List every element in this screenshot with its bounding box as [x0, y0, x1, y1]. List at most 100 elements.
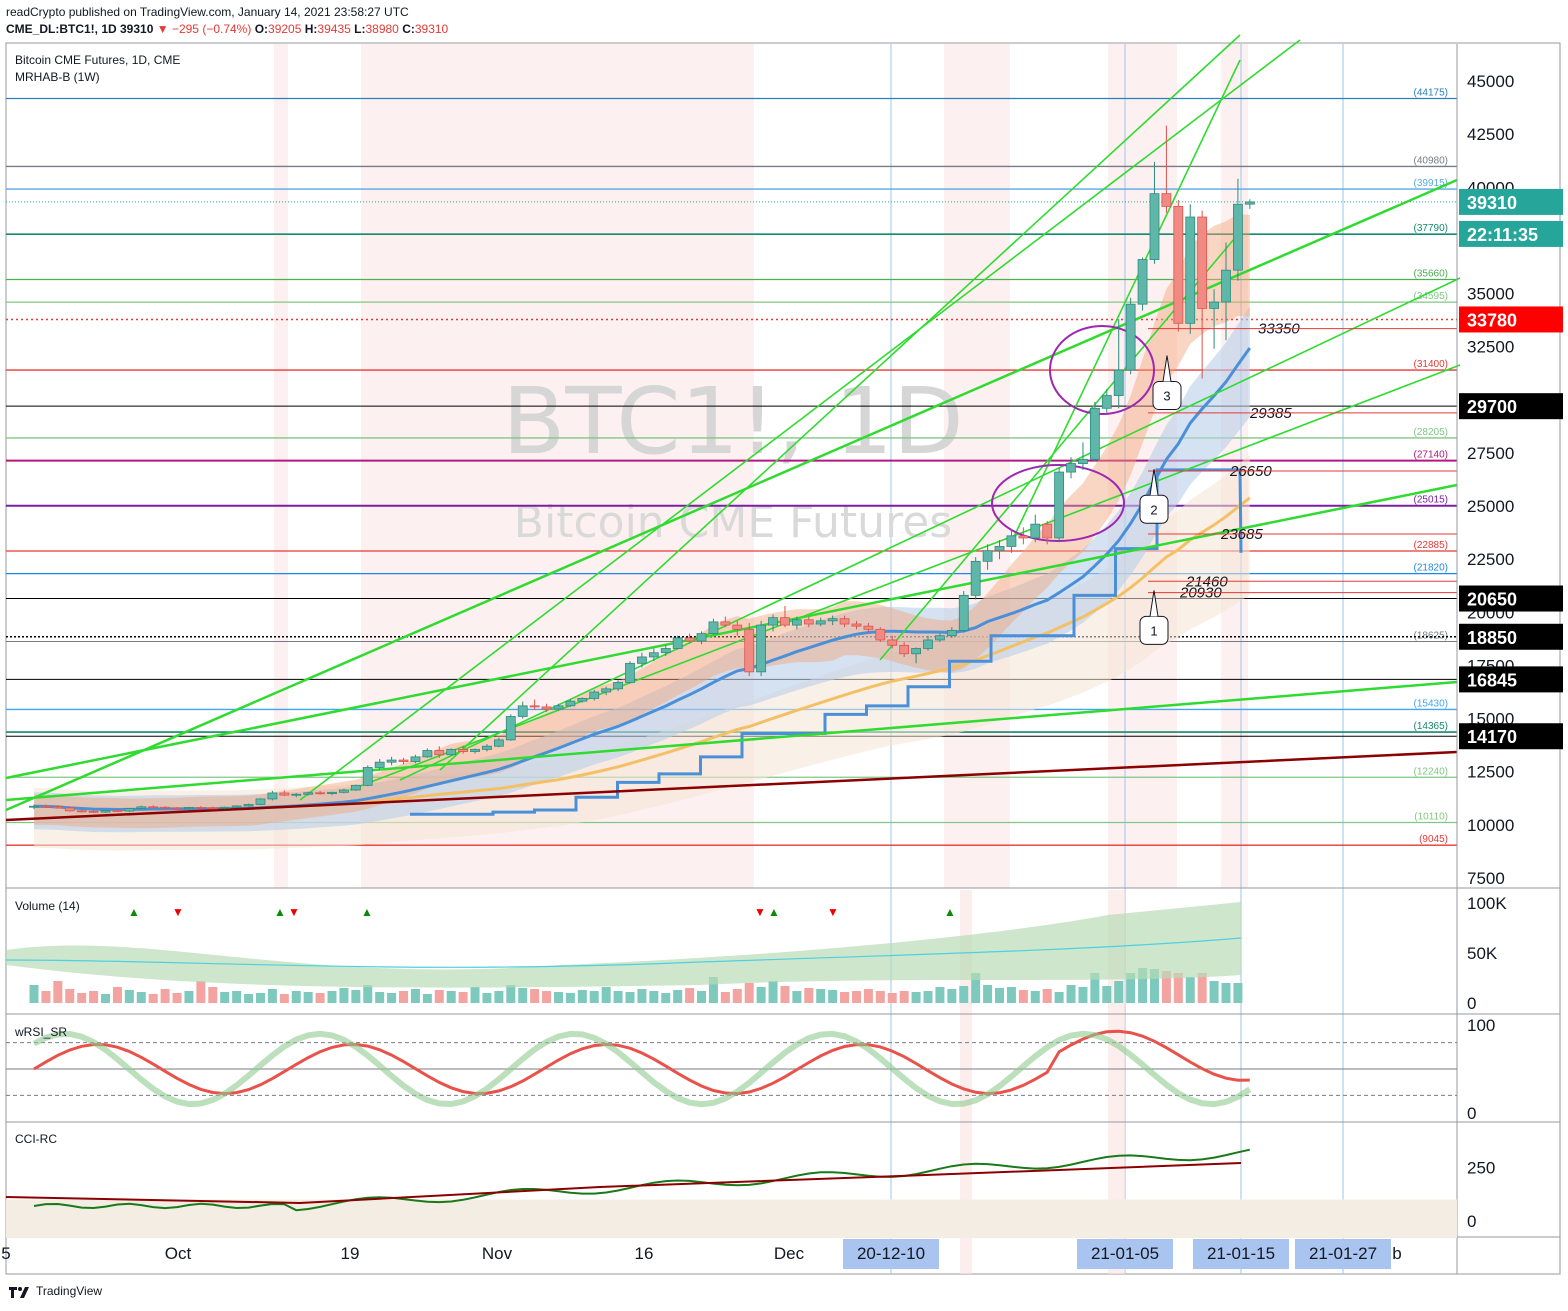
candle-body: [52, 806, 63, 809]
price-tick-label: 10000: [1467, 816, 1514, 835]
rsi-pane: 100 0: [6, 1016, 1495, 1123]
time-marker-label: 21-01-15: [1207, 1244, 1275, 1263]
volume-bar: [530, 989, 540, 1003]
candle-body: [970, 560, 981, 596]
candle-body: [339, 789, 349, 793]
rsi-tick-label: 100: [1467, 1016, 1495, 1035]
volume-bar: [828, 990, 838, 1003]
candle-body: [577, 698, 588, 702]
candle-body: [660, 648, 671, 654]
volume-bar: [518, 988, 528, 1003]
candle-body: [1089, 407, 1100, 460]
volume-bar: [1149, 969, 1159, 1003]
volume-bar: [315, 993, 325, 1003]
close-label: C:: [402, 22, 415, 36]
volume-bar: [1090, 973, 1100, 1003]
volume-bar: [792, 991, 802, 1003]
callout-number: 3: [1163, 389, 1170, 404]
candle-body: [946, 629, 957, 637]
price-tag: [1459, 666, 1563, 693]
arrow-up-icon: ▲: [274, 905, 286, 919]
candle-body: [1018, 535, 1029, 539]
time-tick-label: b: [1392, 1244, 1401, 1263]
volume-bar: [506, 985, 516, 1003]
candle-body: [160, 806, 171, 809]
volume-bar: [983, 985, 993, 1003]
candle-body: [1244, 201, 1255, 205]
tradingview-logo-icon: [9, 1287, 29, 1298]
volume-bar: [1102, 986, 1112, 1003]
time-marker-tag: [1077, 1239, 1173, 1269]
tradingview-footer[interactable]: TradingView: [8, 1284, 102, 1298]
volume-bar: [41, 991, 51, 1003]
volume-bar: [291, 991, 301, 1003]
time-tick-label: Dec: [774, 1244, 805, 1263]
volume-bar: [732, 989, 742, 1003]
price-tick-label: 42500: [1467, 125, 1514, 144]
level-label: (15430): [1414, 698, 1448, 709]
cci-tick-label: 0: [1467, 1212, 1476, 1231]
candle-body: [29, 805, 39, 808]
candle-body: [672, 637, 683, 649]
volume-bar: [220, 992, 230, 1003]
blue-band: [34, 306, 1250, 833]
open-label: O:: [254, 22, 269, 36]
candle-body: [243, 804, 254, 807]
volume-bar: [756, 987, 766, 1003]
candle-body: [41, 805, 51, 808]
volume-bar: [101, 994, 111, 1003]
volume-bar: [875, 991, 885, 1003]
volume-bar: [399, 991, 409, 1003]
time-marker-tag: [843, 1239, 939, 1269]
volume-bar: [637, 989, 647, 1003]
price-tag: [1459, 585, 1563, 612]
arrow-down-icon: ▼: [288, 905, 300, 919]
candle-body: [1233, 203, 1243, 271]
current-price-tag: [1459, 188, 1563, 215]
green-trend-line: [349, 364, 1461, 791]
level-label: (28205): [1414, 427, 1448, 438]
volume-bar: [1138, 968, 1148, 1003]
volume-bar: [446, 991, 456, 1003]
symbol-ohlc-line: CME_DL:BTC1!, 1D 39310 ▼ −295 (−0.74%) O…: [6, 22, 448, 36]
countdown-label: 22:11:35: [1467, 225, 1538, 245]
candle-body: [386, 759, 397, 763]
candle-body: [1101, 395, 1112, 409]
rsi-line: [33, 1029, 1250, 1096]
volume-bar: [959, 986, 969, 1003]
arrow-down-icon: ▼: [827, 905, 839, 919]
volume-bar: [1173, 973, 1183, 1003]
candle-body: [1221, 269, 1231, 303]
volume-bar: [53, 981, 63, 1003]
candle-body: [434, 750, 445, 756]
volume-bar: [744, 983, 754, 1003]
watermark-name: Bitcoin CME Futures: [514, 497, 952, 548]
low-value: 38980: [365, 22, 399, 36]
time-tick-label: 5: [1, 1244, 10, 1263]
green-trend-line: [5, 680, 1458, 802]
trend-lines: [5, 34, 1461, 822]
volume-bar: [553, 992, 563, 1003]
time-tick-label: Oct: [165, 1244, 192, 1263]
volume-bar: [768, 981, 778, 1003]
cci-pane-title: CCI-RC: [15, 1132, 57, 1146]
volume-bar: [577, 990, 587, 1003]
candle-body: [1078, 458, 1088, 464]
price-tag-label: 16845: [1467, 670, 1517, 690]
level-label: (12240): [1414, 766, 1448, 777]
price-tick-label: 22500: [1467, 550, 1514, 569]
level-label: (27140): [1414, 450, 1448, 461]
time-marker-tag: [1295, 1239, 1391, 1269]
volume-bar: [1126, 973, 1136, 1003]
candle-body: [100, 810, 111, 813]
candle-body: [1006, 535, 1017, 547]
published-info: readCrypto published on TradingView.com,…: [6, 5, 409, 19]
callout-number: 1: [1150, 623, 1157, 638]
level-label: (37790): [1414, 223, 1448, 234]
price-tick-label: 25000: [1467, 497, 1514, 516]
green-trend-line: [5, 178, 1458, 812]
callout-pointer: [1149, 469, 1159, 496]
price-tick-label: 12500: [1467, 763, 1514, 782]
